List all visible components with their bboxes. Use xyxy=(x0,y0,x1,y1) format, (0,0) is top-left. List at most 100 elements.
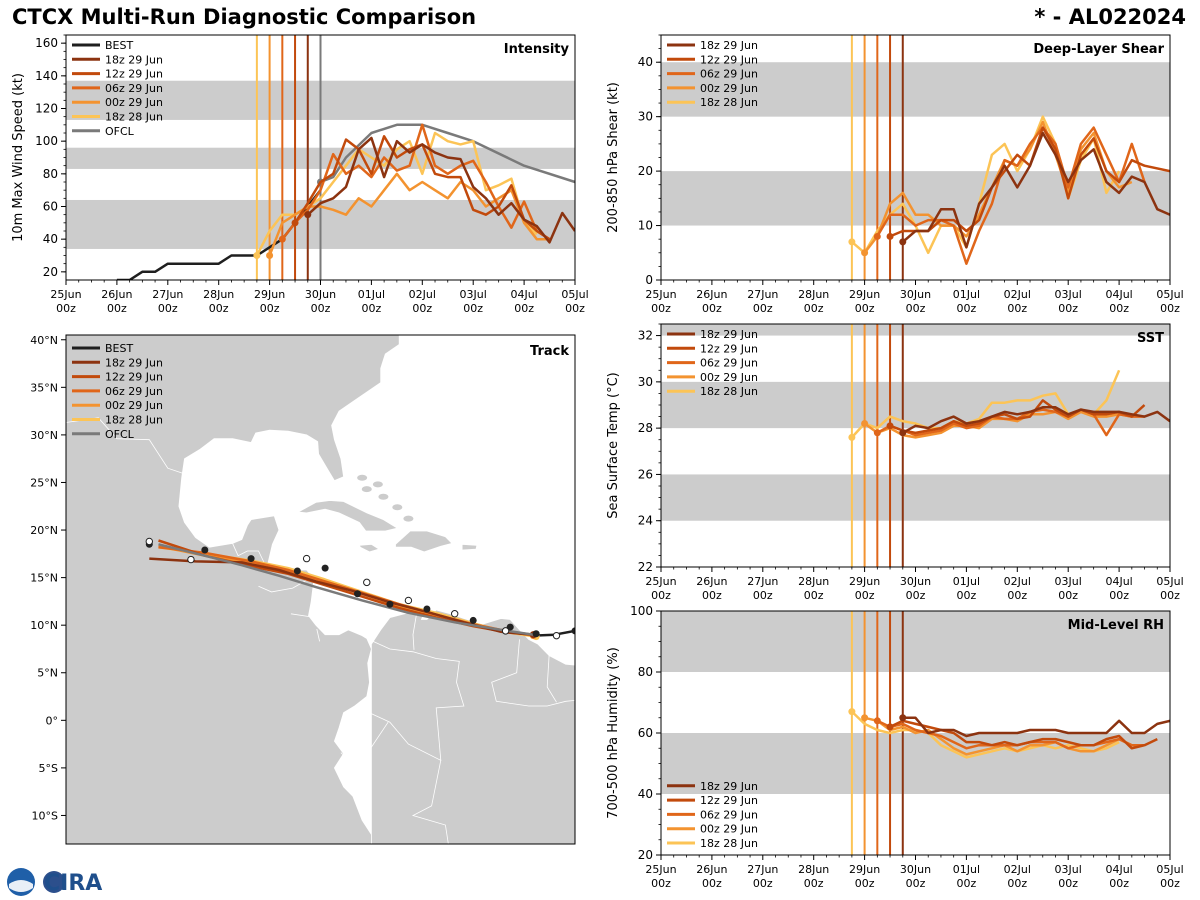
intensity-legend-label: 06z 29 Jun xyxy=(105,82,163,95)
land-bahamas-island xyxy=(372,481,383,488)
intensity-xtick-label: 25Jun xyxy=(50,288,81,301)
shear-ytick-label: 30 xyxy=(638,110,653,124)
shear-xtick-label: 00z xyxy=(1160,302,1180,315)
track-forecast-marker xyxy=(302,554,311,563)
track-forecast-marker xyxy=(501,627,510,635)
intensity-ytick-label: 60 xyxy=(43,200,58,214)
intensity-panel: 2040608010012014016025Jun00z26Jun00z27Ju… xyxy=(11,34,589,315)
rh-series-point xyxy=(848,708,856,716)
figure-title: CTCX Multi-Run Diagnostic Comparison xyxy=(12,5,477,29)
track-forecast-marker xyxy=(187,555,195,564)
track-legend-label: 18z 29 Jun xyxy=(105,356,163,369)
sst-xtick-label: 00z xyxy=(1058,589,1078,602)
track-ytick-label: 10°S xyxy=(32,809,58,822)
sst-series-point xyxy=(848,433,856,441)
sst-series-point xyxy=(861,420,869,428)
shear-series-point xyxy=(848,238,856,246)
rh-xtick-label: 25Jun xyxy=(645,863,676,876)
track-plot-area xyxy=(66,335,584,844)
track-panel: 10°S 5°S 0° 5°N 10°N 15°N 20°N 25°N 30°N 35°N 40°N… xyxy=(30,334,584,845)
track-position-marker xyxy=(469,616,477,624)
sst-xtick-label: 01Jul xyxy=(953,575,980,588)
sst-xtick-label: 29Jun xyxy=(849,575,880,588)
land-bahamas-island xyxy=(361,486,372,493)
rh-xtick-label: 01Jul xyxy=(953,863,980,876)
track-ytick-label: 10°N xyxy=(30,619,58,632)
sst-xtick-label: 27Jun xyxy=(747,575,778,588)
shear-xtick-label: 00z xyxy=(702,302,722,315)
rh-xtick-label: 00z xyxy=(651,877,671,890)
track-series-line xyxy=(158,543,534,636)
sst-series-line xyxy=(876,408,1145,437)
intensity-ytick-label: 40 xyxy=(43,232,58,246)
track-position-marker xyxy=(247,555,255,563)
intensity-xtick-label: 02Jul xyxy=(409,288,436,301)
sst-xtick-label: 00z xyxy=(957,589,977,602)
track-ytick-label: 35°N xyxy=(30,381,58,394)
shear-legend-label: 18z 29 Jun xyxy=(700,39,758,52)
shear-ytick-label: 0 xyxy=(645,273,653,287)
intensity-legend-label: 18z 28 Jun xyxy=(105,111,163,124)
shear-title: Deep-Layer Shear xyxy=(1033,42,1164,57)
intensity-legend-label: OFCL xyxy=(105,125,135,138)
rh-legend-label: 18z 28 Jun xyxy=(700,837,758,850)
track-ytick-label: 0° xyxy=(46,714,59,727)
land-south-america xyxy=(370,606,575,844)
sst-plot-area xyxy=(661,324,1170,567)
intensity-legend-label: 00z 29 Jun xyxy=(105,96,163,109)
intensity-series-point xyxy=(278,235,286,243)
intensity-xtick-label: 00z xyxy=(412,302,432,315)
border-colombia-venezuela xyxy=(412,607,419,650)
intensity-xtick-label: 30Jun xyxy=(305,288,336,301)
cira-logo-text: CIRA xyxy=(44,871,102,896)
shear-legend-label: 18z 28 Jun xyxy=(700,96,758,109)
shear-xtick-label: 05Jul xyxy=(1156,288,1183,301)
sst-series-point xyxy=(899,429,907,437)
rh-xtick-label: 00z xyxy=(906,877,926,890)
track-legend-label: 18z 28 Jun xyxy=(105,414,163,427)
shear-series-line xyxy=(889,126,1170,238)
shear-xtick-label: 00z xyxy=(1058,302,1078,315)
intensity-ytick-label: 120 xyxy=(35,102,58,116)
rh-band-0 xyxy=(661,733,1170,794)
border-nicaragua-costa-rica xyxy=(290,613,310,617)
shear-legend-label: 00z 29 Jun xyxy=(700,82,758,95)
sst-legend-label: 18z 29 Jun xyxy=(700,328,758,341)
intensity-xtick-label: 00z xyxy=(362,302,382,315)
border-suriname-guiana xyxy=(582,666,584,699)
rh-xtick-label: 00z xyxy=(957,877,977,890)
track-title: Track xyxy=(530,344,569,359)
rh-xtick-label: 02Jul xyxy=(1004,863,1031,876)
track-ytick-label: 5°S xyxy=(39,762,58,775)
sst-xtick-label: 00z xyxy=(804,589,824,602)
rh-xtick-label: 30Jun xyxy=(900,863,931,876)
shear-band-1 xyxy=(661,62,1170,117)
rh-ytick-label: 40 xyxy=(638,787,653,801)
sst-series-line xyxy=(902,406,1170,434)
shear-xtick-label: 00z xyxy=(651,302,671,315)
shear-series-point xyxy=(873,232,881,240)
land-bahamas-island xyxy=(403,515,414,522)
shear-xtick-label: 04Jul xyxy=(1105,288,1132,301)
rh-xtick-label: 00z xyxy=(1058,877,1078,890)
sst-xtick-label: 02Jul xyxy=(1004,575,1031,588)
rh-plot-area xyxy=(661,611,1170,855)
intensity-ytick-label: 80 xyxy=(43,167,58,181)
track-ytick-label: 25°N xyxy=(30,476,58,489)
rh-xtick-label: 00z xyxy=(855,877,875,890)
shear-band-0 xyxy=(661,171,1170,226)
intensity-xtick-label: 00z xyxy=(565,302,585,315)
noaa-cira-logo: CIRA xyxy=(7,868,102,896)
track-ytick-label: 15°N xyxy=(30,572,58,585)
rh-xtick-label: 00z xyxy=(753,877,773,890)
shear-xtick-label: 29Jun xyxy=(849,288,880,301)
sst-panel: 22242628303225Jun00z26Jun00z27Jun00z28Ju… xyxy=(606,323,1184,602)
sst-xtick-label: 03Jul xyxy=(1055,575,1082,588)
shear-xtick-label: 00z xyxy=(957,302,977,315)
sst-series-line xyxy=(889,399,1146,435)
land-cuba xyxy=(296,500,399,532)
intensity-xtick-label: 27Jun xyxy=(152,288,183,301)
track-position-marker xyxy=(293,567,301,575)
